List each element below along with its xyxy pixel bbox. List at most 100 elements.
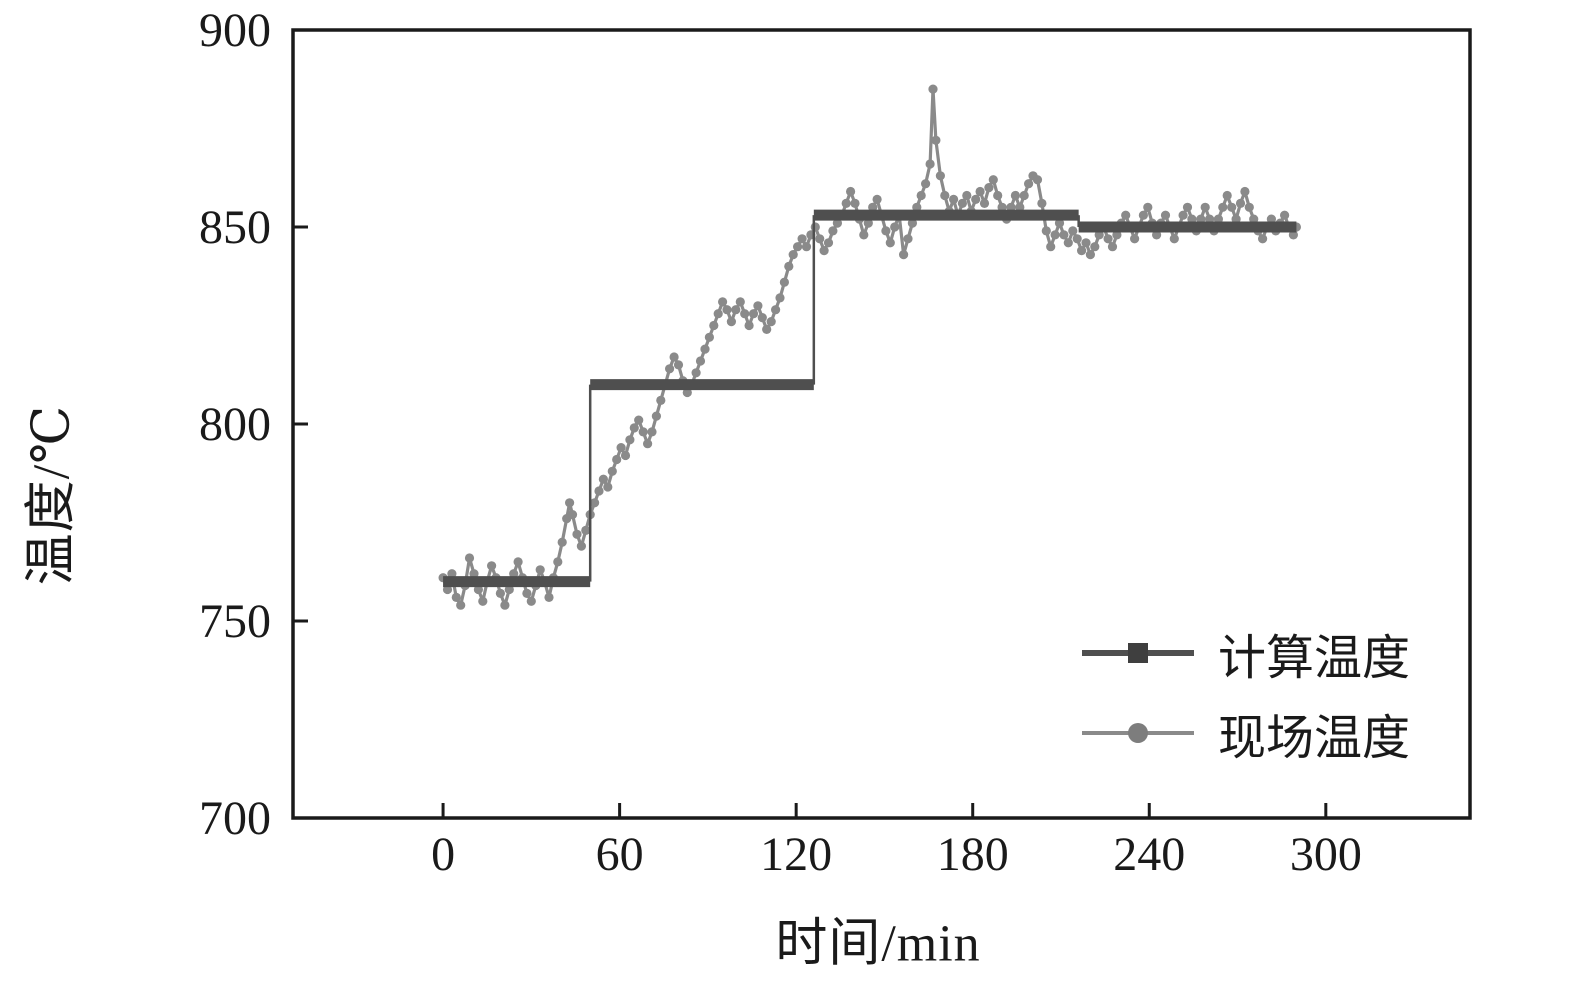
measured-point — [1121, 210, 1131, 220]
x-tick-label: 180 — [937, 828, 1009, 881]
x-tick-label: 300 — [1290, 828, 1362, 881]
measured-point — [509, 569, 519, 579]
measured-point — [890, 222, 900, 232]
measured-point — [766, 317, 776, 327]
measured-point — [1015, 202, 1025, 212]
measured-point — [1019, 190, 1029, 201]
measured-point — [603, 482, 613, 492]
measured-point — [735, 297, 745, 307]
measured-point — [500, 600, 510, 610]
measured-point — [793, 242, 803, 252]
measured-point — [1050, 230, 1060, 240]
measured-point — [1258, 234, 1268, 244]
measured-point — [1196, 214, 1206, 224]
measured-point — [988, 175, 998, 185]
measured-point — [975, 186, 985, 197]
measured-point — [881, 226, 891, 236]
measured-point — [487, 561, 497, 571]
measured-series — [438, 84, 1301, 610]
measured-point — [784, 261, 794, 271]
x-tick-label: 0 — [431, 828, 455, 881]
measured-point — [620, 450, 631, 461]
y-axis-title: 温度/℃ — [23, 404, 81, 586]
measured-point — [634, 415, 644, 425]
measured-point — [748, 309, 759, 319]
measured-point — [788, 250, 798, 260]
y-tick-label: 850 — [199, 201, 271, 254]
measured-point — [464, 553, 475, 563]
measured-point — [1178, 210, 1188, 220]
measured-point — [456, 600, 466, 610]
measured-point — [731, 305, 741, 315]
calculated-series-sample — [1082, 622, 1194, 684]
measured-point — [1024, 179, 1034, 189]
measured-point — [1006, 202, 1016, 212]
calculated-square-marker-icon — [1128, 643, 1148, 663]
measured-point — [819, 246, 829, 256]
measured-point — [916, 190, 926, 201]
measured-point — [478, 596, 488, 606]
measured-point — [757, 313, 767, 323]
measured-point — [1244, 202, 1254, 212]
measured-point — [935, 171, 946, 181]
measured-point — [1059, 230, 1069, 240]
measured-point — [572, 529, 582, 539]
calculated-series — [443, 209, 1297, 588]
measured-point — [1152, 230, 1162, 240]
measured-point — [1213, 214, 1223, 224]
measured-point — [993, 190, 1003, 201]
measured-point — [740, 309, 750, 319]
measured-point — [1072, 234, 1082, 244]
measured-point — [928, 84, 938, 94]
measured-point — [522, 588, 532, 599]
measured-point — [629, 423, 639, 433]
measured-point — [1160, 210, 1171, 220]
measured-series-sample — [1082, 702, 1194, 764]
measured-point — [1090, 242, 1100, 252]
measured-point — [1032, 175, 1043, 185]
measured-point — [1182, 202, 1193, 212]
measured-point — [931, 135, 941, 145]
measured-point — [1222, 190, 1232, 201]
measured-point — [744, 320, 754, 331]
legend-item-measured: 现场温度 — [1082, 702, 1410, 765]
measured-point — [1085, 250, 1095, 260]
measured-point — [1138, 210, 1148, 220]
measured-point — [1063, 238, 1073, 248]
measured-point — [1112, 230, 1122, 240]
measured-point — [1266, 214, 1276, 224]
measured-point — [495, 588, 505, 599]
measured-line — [441, 87, 1298, 607]
measured-point — [669, 352, 679, 362]
x-axis-ticks: 0 60 120 180 240 300 — [431, 803, 1362, 881]
measured-point — [557, 537, 567, 547]
measured-point — [651, 411, 662, 421]
measured-point — [1280, 210, 1290, 220]
measured-point — [1046, 242, 1056, 252]
legend-item-calculated: 计算温度 — [1082, 622, 1410, 685]
measured-point — [709, 320, 719, 331]
measured-point — [673, 360, 684, 370]
measured-point — [846, 186, 856, 197]
measured-point — [984, 183, 994, 193]
measured-point — [442, 584, 453, 595]
y-tick-label: 900 — [199, 4, 271, 57]
measured-point — [553, 557, 563, 567]
measured-point — [1094, 230, 1104, 240]
measured-point — [594, 486, 604, 496]
measured-point — [567, 509, 578, 520]
measured-point — [704, 332, 715, 342]
x-tick-label: 120 — [760, 828, 832, 881]
measured-point — [1227, 202, 1237, 212]
measured-point — [1249, 214, 1259, 224]
measured-point — [535, 565, 545, 575]
measured-point — [718, 297, 728, 307]
y-tick-label: 700 — [199, 792, 271, 845]
y-tick-label: 800 — [199, 398, 271, 451]
measured-point — [1103, 234, 1113, 244]
legend-label-calculated: 计算温度 — [1218, 632, 1411, 685]
measured-point — [1235, 198, 1246, 208]
measured-point — [647, 427, 657, 437]
